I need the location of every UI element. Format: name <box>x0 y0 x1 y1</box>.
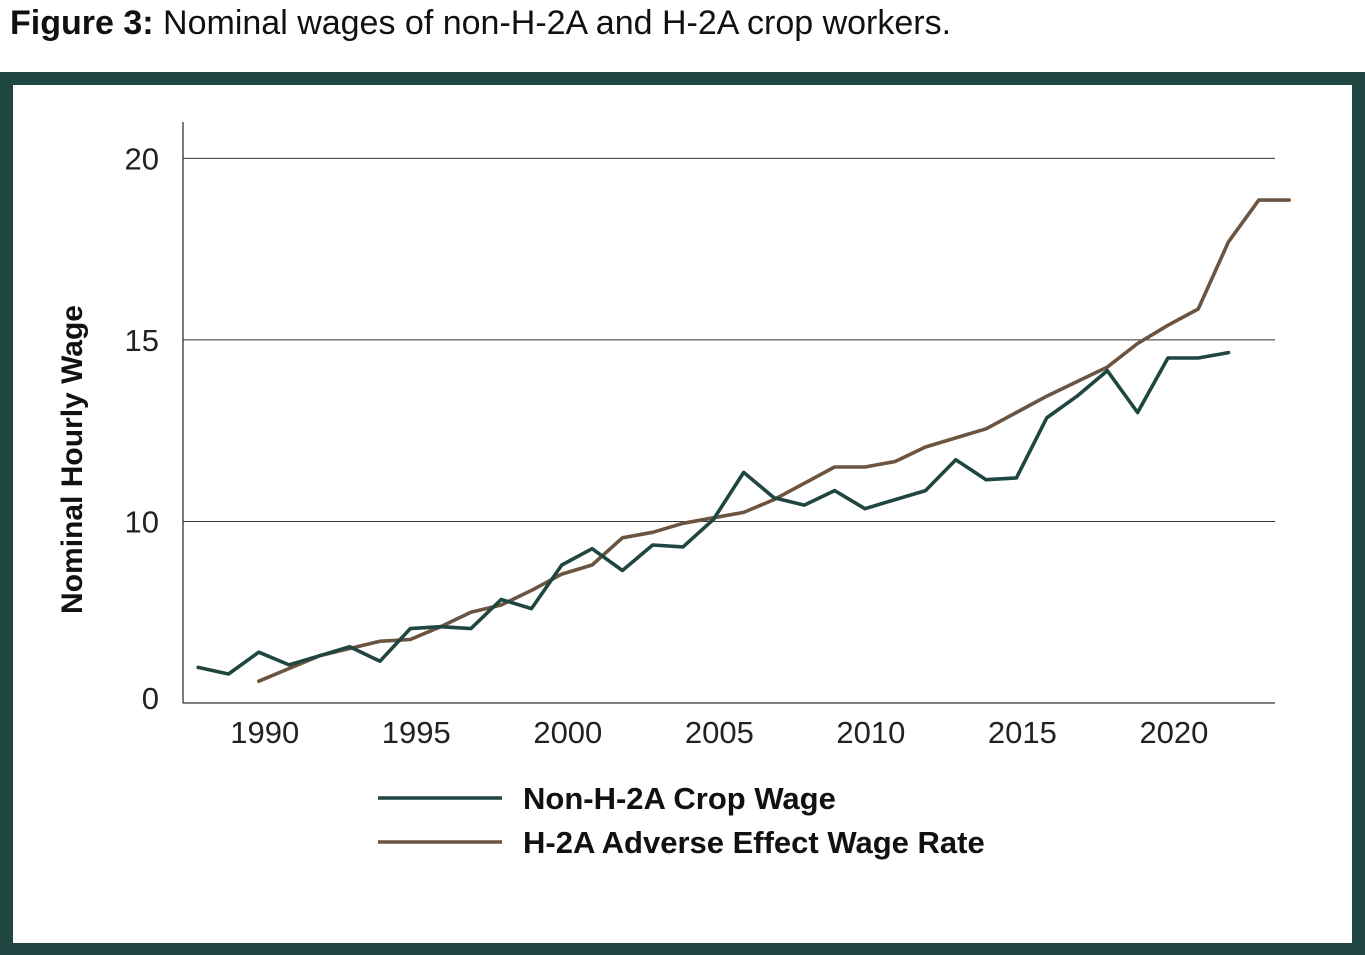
figure-title: Figure 3: Nominal wages of non-H-2A and … <box>10 4 951 43</box>
y-tick-label-15: 15 <box>125 323 159 358</box>
x-tick-label-2005: 2005 <box>685 715 754 750</box>
x-tick-label-2010: 2010 <box>836 715 905 750</box>
x-tick-label-2015: 2015 <box>988 715 1057 750</box>
series-line-h2a-adverse-effect-wage-rate <box>256 198 1291 684</box>
legend-label-non-h2a: Non-H-2A Crop Wage <box>523 781 836 816</box>
chart-frame <box>0 72 1365 955</box>
y-tick-label-10: 10 <box>125 504 159 539</box>
series-line-non-h2a-crop-wage <box>196 350 1231 676</box>
figure-title-text: Nominal wages of non-H-2A and H-2A crop … <box>163 4 952 42</box>
legend-label-h2a: H-2A Adverse Effect Wage Rate <box>523 825 985 860</box>
x-tick-label-2020: 2020 <box>1139 715 1208 750</box>
x-tick-label-1995: 1995 <box>382 715 451 750</box>
figure-label: Figure 3: <box>10 4 154 42</box>
y-tick-label-bottom: 0 <box>142 681 159 716</box>
y-tick-label-20: 20 <box>125 141 159 176</box>
x-tick-label-2000: 2000 <box>533 715 602 750</box>
y-axis-label: Nominal Hourly Wage <box>56 305 89 614</box>
x-tick-label-1990: 1990 <box>230 715 299 750</box>
